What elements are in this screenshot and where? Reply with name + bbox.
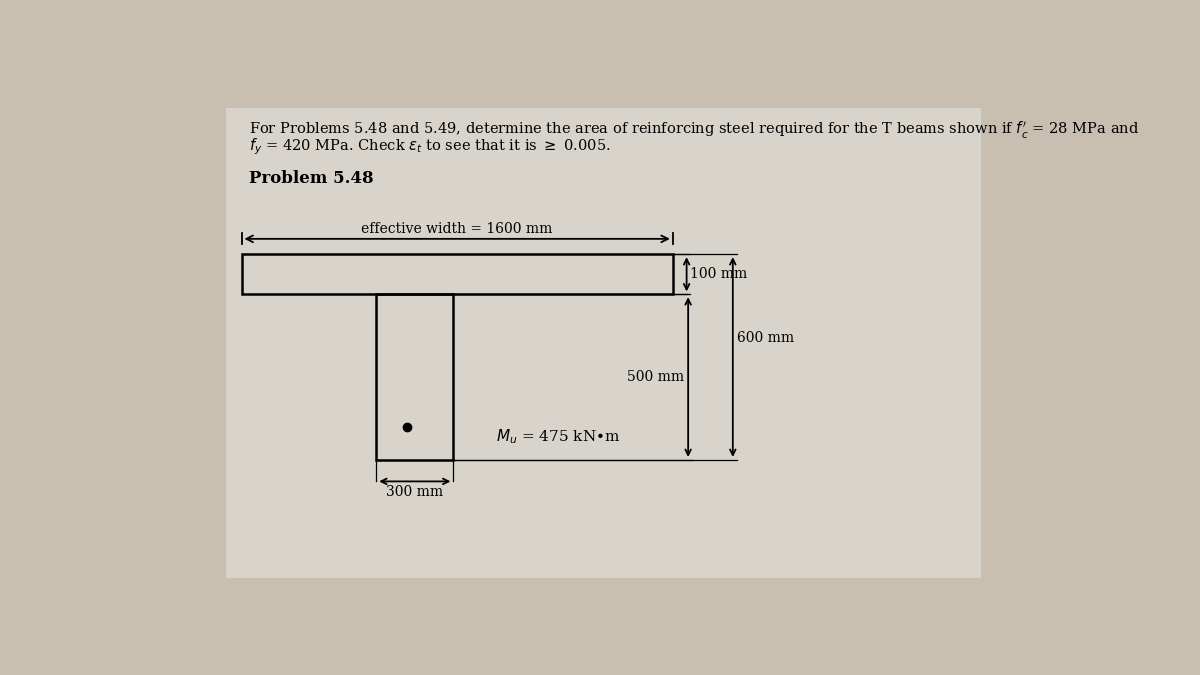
Text: 300 mm: 300 mm <box>386 485 443 500</box>
Bar <box>377 294 454 460</box>
Text: Problem 5.48: Problem 5.48 <box>250 169 374 186</box>
Text: $M_u$ = 475 kN•m: $M_u$ = 475 kN•m <box>496 427 620 446</box>
Text: For Problems 5.48 and 5.49, determine the area of reinforcing steel required for: For Problems 5.48 and 5.49, determine th… <box>250 119 1140 140</box>
Text: 100 mm: 100 mm <box>690 267 748 281</box>
Text: 500 mm: 500 mm <box>628 370 684 384</box>
Text: $f_y$ = 420 MPa. Check $\epsilon_t$ to see that it is $\geq$ 0.005.: $f_y$ = 420 MPa. Check $\epsilon_t$ to s… <box>250 136 611 157</box>
Bar <box>226 108 980 578</box>
Text: 600 mm: 600 mm <box>737 331 793 345</box>
Bar <box>241 254 673 294</box>
Text: effective width = 1600 mm: effective width = 1600 mm <box>361 222 553 236</box>
